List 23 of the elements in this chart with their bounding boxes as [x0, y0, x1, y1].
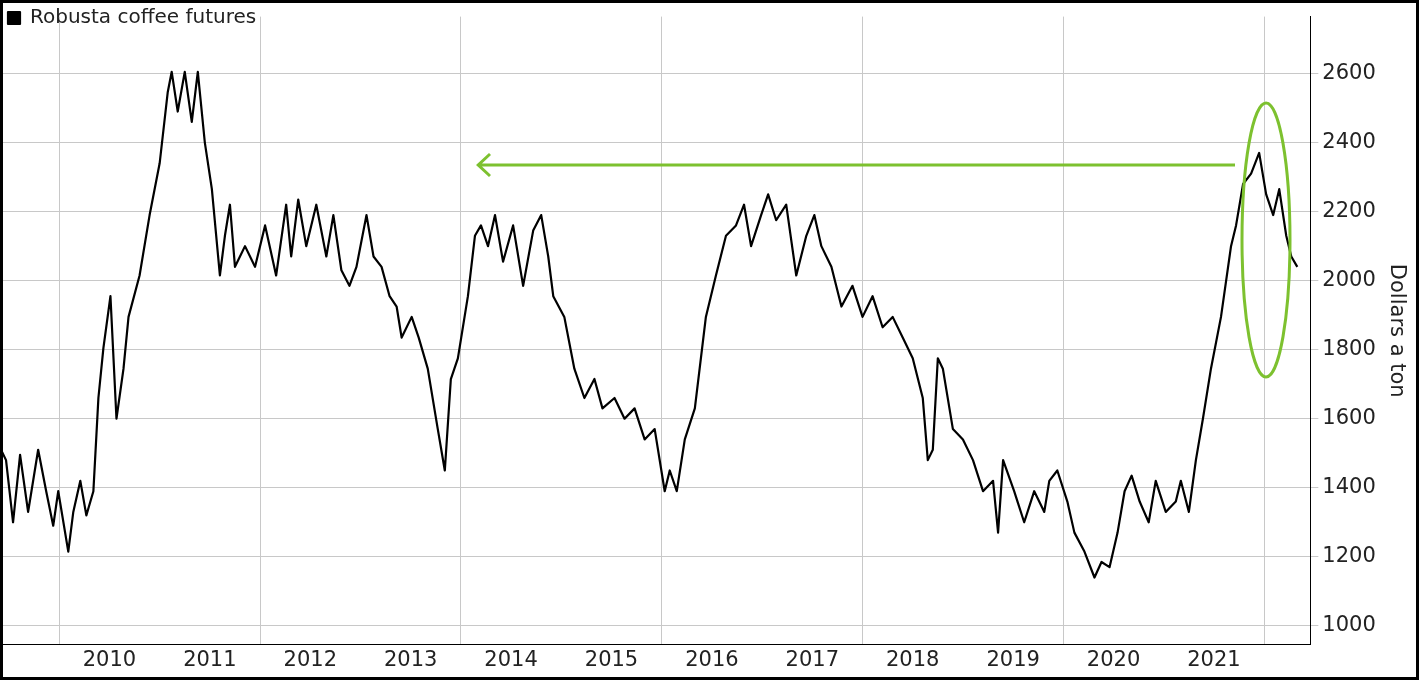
y-tick-label: 1600 — [1322, 405, 1376, 430]
y-tick-label: 1200 — [1322, 543, 1376, 568]
x-tick-label: 2010 — [82, 646, 137, 671]
x-tick-label: 2020 — [1086, 646, 1141, 671]
y-tick-label: 2200 — [1322, 198, 1376, 223]
y-tick-label: 1400 — [1322, 474, 1376, 499]
x-tick-label: 2016 — [685, 646, 739, 671]
x-tick-label: 2021 — [1187, 646, 1241, 671]
y-tick-label: 2400 — [1322, 129, 1376, 154]
x-tick-label: 2013 — [383, 646, 438, 671]
y-axis-title: Dollars a ton — [1385, 263, 1410, 398]
x-tick-label: 2019 — [986, 646, 1040, 671]
y-tick-label: 2600 — [1322, 60, 1376, 85]
y-tick-label: 2000 — [1322, 267, 1376, 292]
y-tick-label: 1000 — [1322, 612, 1376, 637]
x-tick-label: 2017 — [785, 646, 840, 671]
x-tick-label: 2018 — [886, 646, 940, 671]
y-tick-label: 1800 — [1322, 336, 1376, 361]
x-tick-label: 2014 — [484, 646, 538, 671]
x-tick-label: 2015 — [584, 646, 639, 671]
x-tick-label: 2012 — [283, 646, 337, 671]
legend-label: Robusta coffee futures — [30, 4, 257, 29]
x-tick-label: 2011 — [183, 646, 237, 671]
